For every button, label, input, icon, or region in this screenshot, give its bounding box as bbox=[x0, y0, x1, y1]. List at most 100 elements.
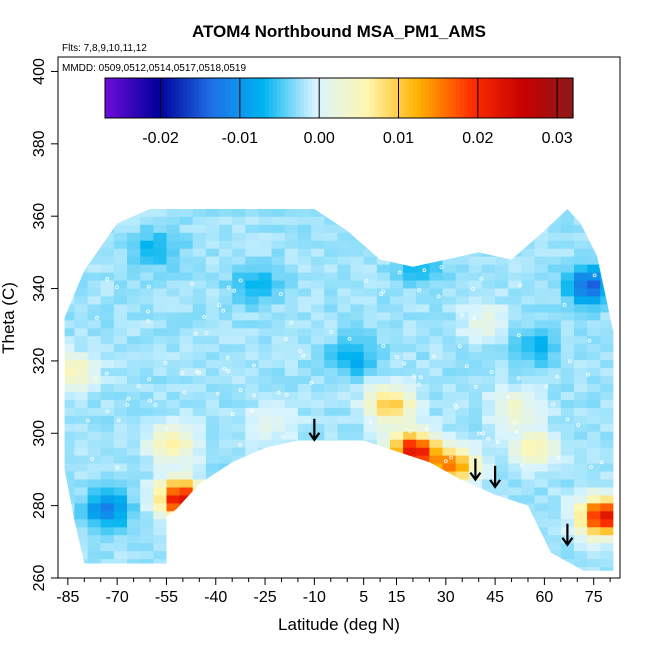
heatmap-cell bbox=[534, 462, 549, 472]
heatmap-cell bbox=[324, 256, 338, 265]
heatmap-cell bbox=[363, 279, 378, 289]
heatmap-cell bbox=[442, 470, 457, 480]
heatmap-cell bbox=[455, 526, 470, 536]
heatmap-cell bbox=[245, 287, 259, 297]
heatmap-cell bbox=[613, 526, 614, 536]
colorbar-segment bbox=[280, 78, 285, 118]
heatmap-cell bbox=[350, 287, 365, 297]
y-tick-label: 260 bbox=[31, 565, 48, 592]
heatmap-cell bbox=[389, 232, 404, 241]
heatmap-cell bbox=[521, 447, 536, 456]
colorbar-segment bbox=[553, 78, 558, 118]
heatmap-cell bbox=[600, 407, 614, 416]
heatmap-cell bbox=[574, 383, 588, 392]
heatmap-cell bbox=[455, 383, 470, 392]
heatmap-cell bbox=[429, 431, 444, 440]
heatmap-cell bbox=[574, 240, 588, 249]
heatmap-cell bbox=[192, 423, 207, 432]
heatmap-cell bbox=[429, 494, 444, 504]
heatmap-cell bbox=[600, 510, 614, 520]
heatmap-cell bbox=[258, 566, 273, 571]
heatmap-cell bbox=[113, 311, 128, 321]
heatmap-cell bbox=[363, 542, 378, 552]
heatmap-cell bbox=[455, 256, 470, 265]
heatmap-cell bbox=[140, 375, 154, 384]
heatmap-cell bbox=[468, 359, 483, 369]
heatmap-cell bbox=[179, 455, 194, 464]
heatmap-cell bbox=[153, 271, 167, 281]
heatmap-cell bbox=[113, 240, 128, 249]
heatmap-cell bbox=[258, 470, 273, 480]
heatmap-cell bbox=[311, 271, 325, 281]
heatmap-cell bbox=[100, 351, 115, 361]
heatmap-cell bbox=[337, 510, 352, 520]
colorbar-segment bbox=[288, 78, 293, 118]
heatmap-cell bbox=[455, 343, 470, 353]
heatmap-cell bbox=[245, 264, 259, 273]
heatmap-cell bbox=[140, 494, 154, 504]
heatmap-cell bbox=[311, 566, 325, 571]
heatmap-cell bbox=[297, 478, 312, 488]
heatmap-cell bbox=[192, 224, 207, 233]
heatmap-cell bbox=[324, 232, 338, 241]
heatmap-cell bbox=[311, 287, 325, 297]
heatmap-cell bbox=[192, 295, 207, 305]
heatmap-cell bbox=[587, 423, 601, 432]
heatmap-cell bbox=[613, 455, 614, 464]
heatmap-cell bbox=[350, 224, 365, 233]
colorbar-segment bbox=[487, 78, 492, 118]
heatmap-cell bbox=[192, 526, 207, 536]
heatmap-cell bbox=[245, 224, 259, 233]
heatmap-cell bbox=[113, 566, 128, 571]
heatmap-cell bbox=[140, 303, 154, 313]
heatmap-cell bbox=[127, 566, 141, 571]
heatmap-cell bbox=[87, 407, 102, 416]
heatmap-cell bbox=[87, 447, 102, 456]
heatmap-cell bbox=[127, 518, 141, 528]
heatmap-cell bbox=[560, 335, 575, 345]
heatmap-cell bbox=[337, 367, 352, 376]
heatmap-cell bbox=[376, 462, 391, 472]
heatmap-cell bbox=[482, 558, 496, 568]
data-marker bbox=[146, 319, 151, 324]
heatmap-cell bbox=[482, 486, 496, 496]
heatmap-cell bbox=[166, 248, 181, 257]
heatmap-cell bbox=[376, 351, 391, 361]
heatmap-cell bbox=[482, 287, 496, 297]
colorbar-segment bbox=[366, 78, 371, 118]
heatmap-cell bbox=[324, 240, 338, 249]
heatmap-cell bbox=[64, 311, 75, 321]
heatmap-cell bbox=[127, 423, 141, 432]
heatmap-cell bbox=[64, 558, 75, 568]
heatmap-cell bbox=[284, 526, 299, 536]
heatmap-cell bbox=[113, 224, 128, 233]
heatmap-cell bbox=[64, 295, 75, 305]
heatmap-cell bbox=[350, 248, 365, 257]
heatmap-cell bbox=[587, 566, 601, 571]
heatmap-cell bbox=[363, 248, 378, 257]
heatmap-cell bbox=[468, 399, 483, 408]
heatmap-cell bbox=[311, 256, 325, 265]
heatmap-cell bbox=[561, 200, 575, 209]
heatmap-cell bbox=[258, 209, 273, 217]
heatmap-cell bbox=[87, 271, 102, 281]
heatmap-cell bbox=[127, 478, 141, 488]
data-marker bbox=[515, 429, 519, 434]
heatmap-cell bbox=[113, 216, 128, 225]
colorbar-segment bbox=[276, 78, 282, 118]
heatmap-cell bbox=[403, 359, 417, 369]
heatmap-cell bbox=[311, 510, 325, 520]
heatmap-cell bbox=[468, 526, 483, 536]
data-marker bbox=[422, 268, 427, 273]
heatmap-cell bbox=[429, 510, 444, 520]
heatmap-cell bbox=[153, 470, 167, 480]
heatmap-cell bbox=[574, 232, 588, 241]
heatmap-cell bbox=[192, 542, 207, 552]
heatmap-cell bbox=[140, 271, 154, 281]
heatmap-cell bbox=[271, 534, 286, 544]
heatmap-cell bbox=[284, 375, 299, 384]
heatmap-cell bbox=[351, 200, 365, 209]
colorbar-segment bbox=[335, 78, 340, 118]
heatmap-cell bbox=[64, 375, 75, 384]
heatmap-cell bbox=[205, 391, 220, 400]
